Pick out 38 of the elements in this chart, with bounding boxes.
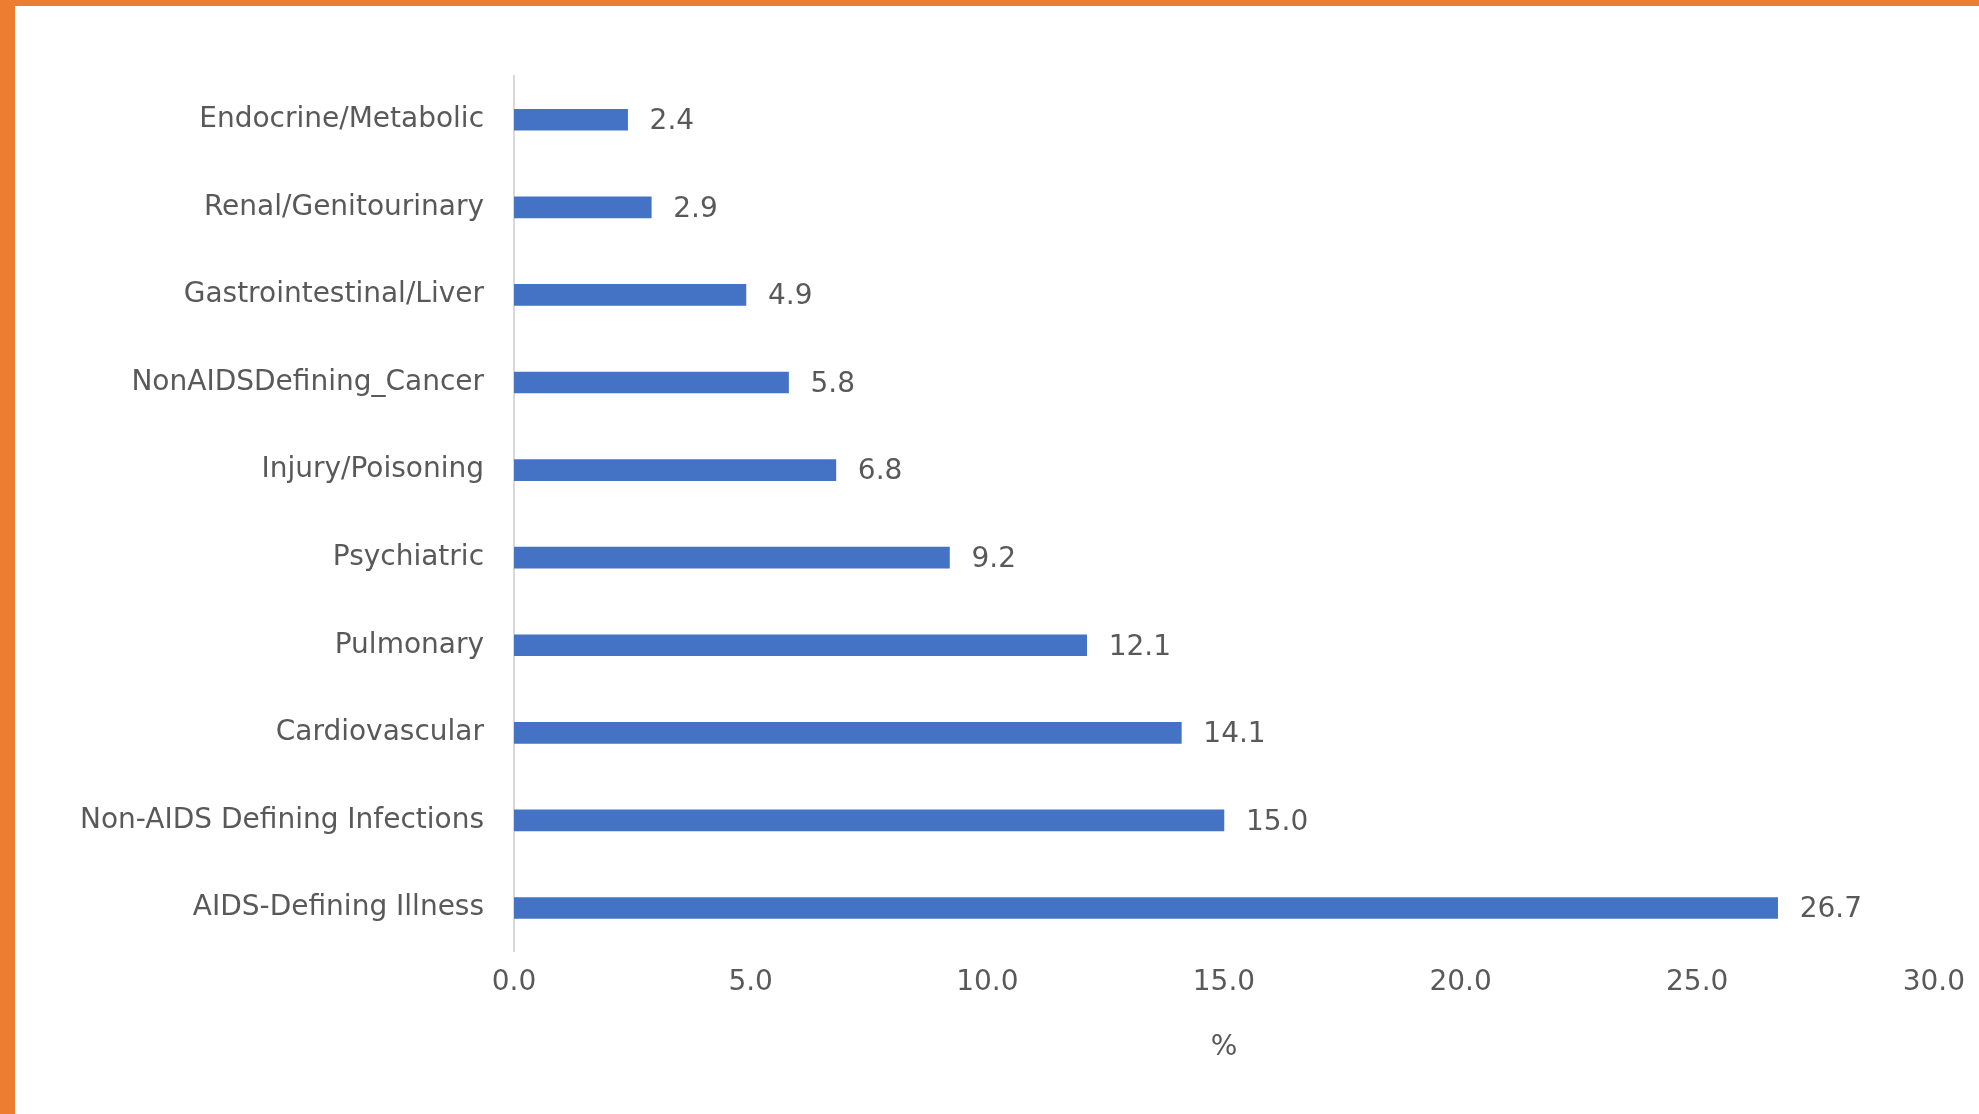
y-tick-label: Psychiatric xyxy=(332,538,485,572)
x-tick-label: 0.0 xyxy=(491,963,537,997)
data-label: 26.7 xyxy=(1799,891,1862,925)
x-tick-label: 20.0 xyxy=(1429,963,1492,997)
bar xyxy=(514,897,1778,919)
data-label: 2.9 xyxy=(673,190,718,224)
x-tick-label: 30.0 xyxy=(1902,963,1965,997)
y-tick-label: NonAIDSDefining_Cancer xyxy=(131,363,485,397)
bar xyxy=(514,809,1225,832)
bar xyxy=(514,284,747,306)
y-tick-label: Gastrointestinal/Liver xyxy=(183,276,485,310)
y-tick-label: Non-AIDS Defining Infections xyxy=(80,801,485,835)
data-label: 2.4 xyxy=(649,103,695,137)
y-tick-label: Renal/Genitourinary xyxy=(203,188,485,222)
bar xyxy=(514,196,652,219)
bar xyxy=(514,546,950,569)
x-tick-label: 5.0 xyxy=(728,963,773,997)
data-label: 4.9 xyxy=(767,278,813,312)
data-label: 12.1 xyxy=(1108,628,1172,662)
x-tick-label: 10.0 xyxy=(956,963,1019,997)
y-tick-label: AIDS-Defining Illness xyxy=(192,889,485,923)
x-axis-title: % xyxy=(1210,1029,1238,1063)
y-tick-label: Endocrine/Metabolic xyxy=(199,101,485,135)
bar xyxy=(514,371,789,394)
bar xyxy=(514,108,628,131)
bar xyxy=(514,634,1088,657)
bar xyxy=(514,722,1182,744)
data-label: 15.0 xyxy=(1245,803,1309,837)
data-label: 6.8 xyxy=(857,453,903,487)
y-tick-label: Cardiovascular xyxy=(275,714,485,748)
data-label: 14.1 xyxy=(1203,716,1266,750)
y-tick-label: Pulmonary xyxy=(334,626,485,660)
bar xyxy=(514,459,837,481)
x-tick-label: 25.0 xyxy=(1666,963,1729,997)
data-label: 5.8 xyxy=(810,365,856,399)
data-label: 9.2 xyxy=(971,540,1016,574)
x-tick-label: 15.0 xyxy=(1192,963,1256,997)
y-tick-label: Injury/Poisoning xyxy=(261,451,485,485)
